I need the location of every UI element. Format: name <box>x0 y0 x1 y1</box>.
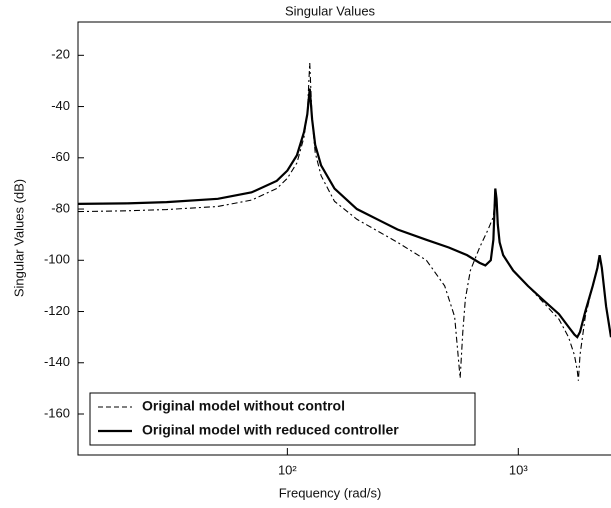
y-tick-label: -80 <box>51 200 70 215</box>
y-tick-label: -100 <box>44 252 70 267</box>
plot-lines <box>78 62 611 381</box>
plot-frame <box>77 21 611 456</box>
x-tick-label: 10³ <box>509 462 528 477</box>
series-line <box>78 88 611 339</box>
x-axis-label: Frequency (rad/s) <box>279 485 382 500</box>
series-line <box>78 62 611 381</box>
y-tick-label: -60 <box>51 149 70 164</box>
x-tick-label: 10² <box>278 462 297 477</box>
legend-label: Original model without control <box>142 398 345 414</box>
legend-box <box>89 392 476 446</box>
legend-label: Original model with reduced controller <box>142 422 399 438</box>
y-tick-label: -40 <box>51 98 70 113</box>
y-tick-label: -20 <box>51 47 70 62</box>
y-tick-label: -140 <box>44 354 70 369</box>
y-tick-label: -160 <box>44 405 70 420</box>
y-axis-label: Singular Values (dB) <box>11 179 26 297</box>
y-tick-label: -120 <box>44 303 70 318</box>
chart-title: Singular Values <box>285 3 376 18</box>
